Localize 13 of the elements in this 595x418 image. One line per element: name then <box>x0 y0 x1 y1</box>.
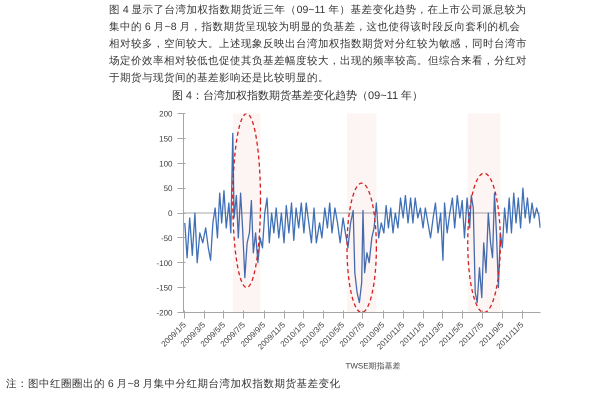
y-tick-label: 200 <box>159 109 174 118</box>
caption: 图 4 显示了台湾加权指数期货近三年（09~11 年）基差变化趋势，在上市公司派息较为集中的 6 月~8 月，指数期货呈现较为明显的负基差，这也使得该时段反向套利的机会相对较多，空间较大。上述现象反映出台湾加权指数期货对分红较为敏感，同时台湾市场定价效率相对较低也促使其负基差幅度较大，出现的频率较高。但综合来看，分红对于期货与现货间的基差影响还是比较明显的。 <box>109 3 528 86</box>
y-tick-label: 100 <box>159 158 174 168</box>
y-tick-label: -100 <box>156 258 174 268</box>
y-tick-label: -200 <box>156 308 174 318</box>
y-tick-label: 0 <box>168 208 174 218</box>
y-tick-label: -150 <box>156 283 174 292</box>
text: TWSE期指基差 <box>345 360 401 372</box>
y-tick-label: -50 <box>160 234 174 243</box>
text: 注：图中红圈圈出的 6 月~8 月集中分红期台湾加权指数期货基差变化 <box>6 376 341 392</box>
y-tick-label: 50 <box>164 184 174 193</box>
y-tick-label: 150 <box>159 134 174 144</box>
chart-title: 图 4：台湾加权指数期货基差变化趋势（09~11 年） <box>172 89 424 104</box>
